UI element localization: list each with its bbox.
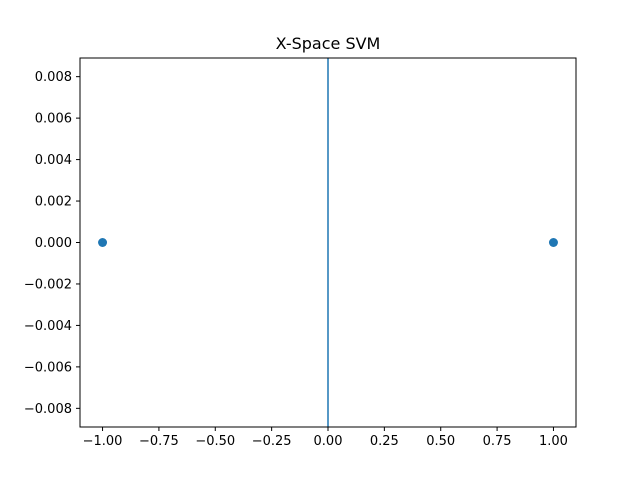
x-tick-label: −0.25	[252, 434, 292, 449]
y-tick-label: 0.002	[35, 195, 72, 210]
x-tick-label: 0.50	[426, 434, 455, 449]
x-tick-label: 0.75	[483, 434, 512, 449]
plot-frame	[79, 57, 577, 428]
chart-title: X-Space SVM	[276, 34, 381, 53]
data-point-1	[548, 238, 558, 247]
x-tick-label: 0.25	[370, 434, 399, 449]
y-tick-label: −0.008	[24, 402, 72, 417]
x-tick-label: −0.50	[195, 434, 235, 449]
y-tick-label: 0.006	[35, 112, 72, 127]
y-tick-label: 0.000	[35, 236, 72, 251]
y-tick-label: 0.004	[35, 153, 72, 168]
x-tick-label: −1.00	[83, 434, 123, 449]
y-tick-label: 0.008	[35, 70, 72, 85]
y-tick-label: −0.004	[24, 319, 72, 334]
y-tick-label: −0.002	[24, 277, 72, 292]
data-point-0	[98, 238, 108, 247]
x-tick-label: 1.00	[539, 434, 568, 449]
x-tick-label: −0.75	[139, 434, 179, 449]
y-axis: 0.008 0.006 0.004 0.002 0.000 −0.002 −0.004 −0.…	[24, 70, 80, 417]
x-tick-label: 0.00	[314, 434, 343, 449]
plot-area	[98, 58, 558, 427]
y-tick-label: −0.006	[24, 360, 72, 375]
x-axis: −1.00 −0.75 −0.50 −0.25 0.00 0.25 0.50 0.75 1.00	[83, 427, 568, 449]
